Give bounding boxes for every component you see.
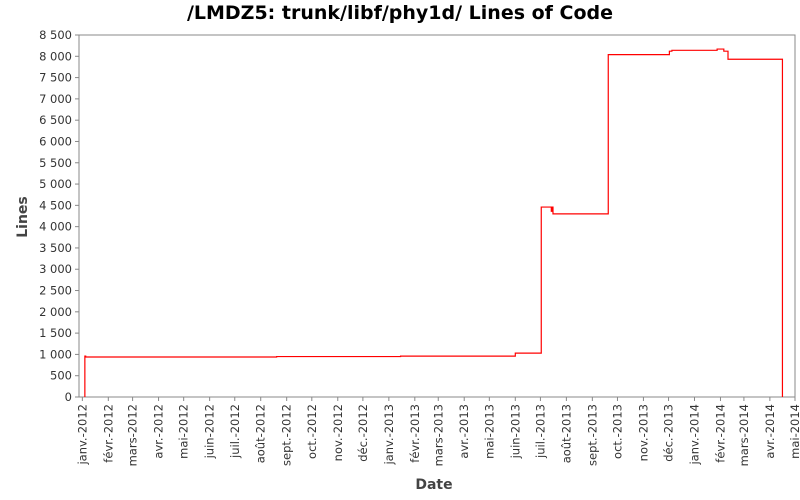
y-tick-label: 2 500 <box>39 284 72 298</box>
y-axis: 0 500 1 000 1 500 2 000 2 500 3 000 3 500 4 000 4… <box>39 28 79 404</box>
x-tick-label: juil.-2013 <box>533 404 547 459</box>
x-tick-label: avr.-2014 <box>763 404 777 459</box>
x-axis-label: Date <box>415 477 452 493</box>
x-tick-label: nov.-2012 <box>331 404 345 461</box>
x-tick-label: janv.-2014 <box>688 404 702 466</box>
y-tick-label: 1 000 <box>39 347 72 361</box>
x-tick-label: mars-2014 <box>737 404 751 466</box>
y-tick-label: 5 500 <box>39 156 72 170</box>
x-tick-label: juil.-2012 <box>228 404 242 459</box>
y-tick-label: 8 500 <box>39 28 72 42</box>
x-tick-label: déc.-2013 <box>662 404 676 462</box>
x-tick-label: févr.-2013 <box>408 404 422 463</box>
x-tick-label: mai-2013 <box>482 404 496 459</box>
x-tick-label: sept.-2012 <box>280 404 294 466</box>
y-tick-label: 6 500 <box>39 113 72 127</box>
x-tick-label: févr.-2012 <box>101 404 115 463</box>
y-tick-label: 3 500 <box>39 241 72 255</box>
y-tick-label: 0 <box>65 390 72 404</box>
x-tick-label: mars-2012 <box>126 404 140 466</box>
y-tick-label: 4 500 <box>39 198 72 212</box>
x-tick-label: oct.-2012 <box>305 404 319 459</box>
y-tick-label: 8 000 <box>39 49 72 63</box>
y-tick-label: 7 000 <box>39 92 72 106</box>
x-tick-label: nov.-2013 <box>636 404 650 461</box>
x-tick-label: avr.-2012 <box>152 404 166 459</box>
x-axis: janv.-2012 févr.-2012 mars-2012 avr.-2012 ma… <box>75 397 800 466</box>
y-tick-label: 3 000 <box>39 262 72 276</box>
x-tick-label: juin-2012 <box>203 404 217 459</box>
x-tick-label: sept.-2013 <box>585 404 599 466</box>
x-tick-label: juin-2013 <box>508 404 522 459</box>
x-tick-label: août-2013 <box>559 404 573 463</box>
y-tick-label: 500 <box>50 369 72 383</box>
x-tick-label: mars-2013 <box>431 404 445 466</box>
lines-of-code-series <box>84 48 784 397</box>
y-tick-label: 1 500 <box>39 326 72 340</box>
x-tick-label: oct.-2013 <box>610 404 624 459</box>
x-tick-label: août-2012 <box>254 404 268 463</box>
x-tick-label: janv.-2013 <box>382 404 396 466</box>
y-tick-label: 4 000 <box>39 220 72 234</box>
y-tick-label: 6 000 <box>39 134 72 148</box>
y-tick-label: 7 500 <box>39 71 72 85</box>
y-axis-label: Lines <box>15 196 31 238</box>
x-tick-label: janv.-2012 <box>75 404 89 466</box>
x-tick-label: févr.-2014 <box>713 404 727 463</box>
x-tick-label: mai-2012 <box>177 404 191 459</box>
y-tick-label: 2 000 <box>39 305 72 319</box>
plot-area <box>78 34 796 398</box>
chart-title: /LMDZ5: trunk/libf/phy1d/ Lines of Code <box>186 2 614 24</box>
y-tick-label: 5 000 <box>39 177 72 191</box>
x-tick-label: déc.-2012 <box>356 404 370 462</box>
x-tick-label: avr.-2013 <box>457 404 471 459</box>
x-tick-label: mai-2014 <box>788 404 800 459</box>
